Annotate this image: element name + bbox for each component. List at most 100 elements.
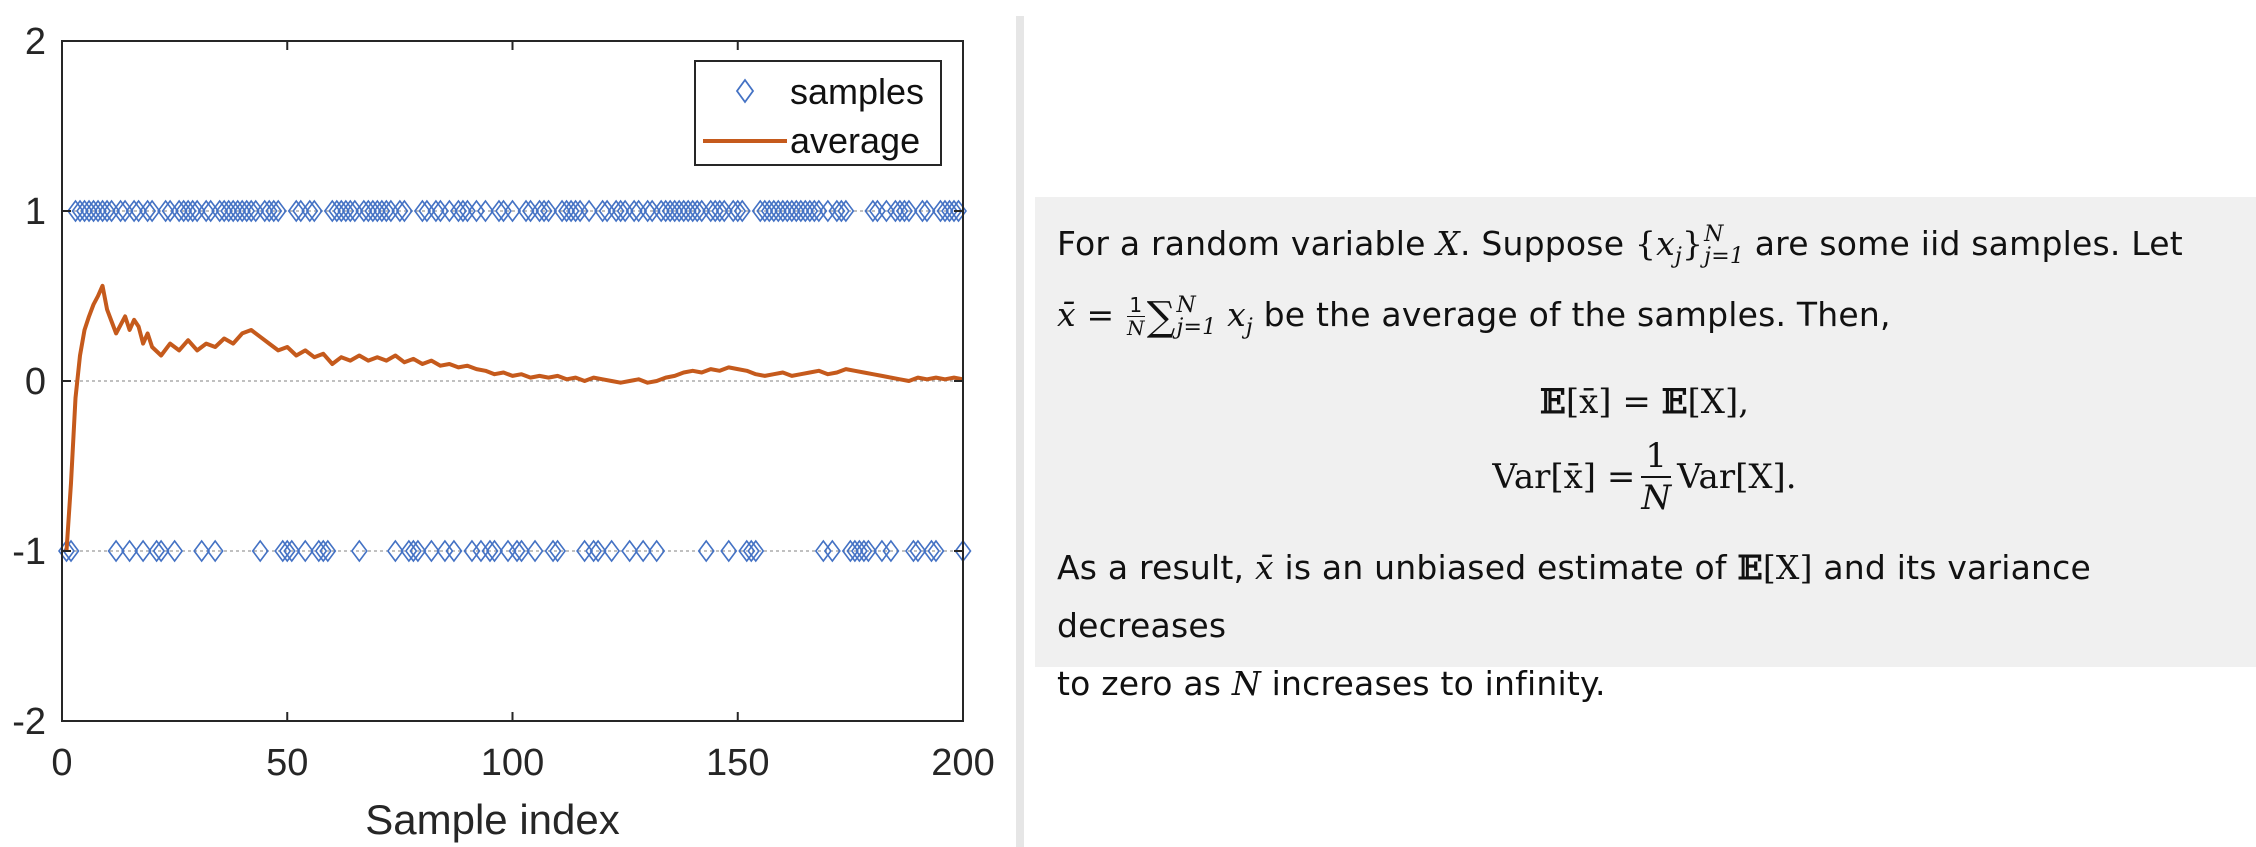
text-fragment: . Suppose [1459, 224, 1625, 263]
sample-point [134, 539, 152, 563]
paragraph-3: As a result, x̄ is an unbiased estimate … [1057, 539, 2232, 655]
sample-point [747, 539, 765, 563]
sample-point [152, 539, 170, 563]
sample-point [625, 199, 643, 223]
sample-point [504, 199, 521, 223]
sample-point [612, 199, 630, 223]
sample-point [305, 199, 323, 223]
math-x: x [1227, 295, 1246, 334]
sample-point [823, 539, 841, 563]
sample-point [648, 539, 666, 563]
legend-marker-samples [735, 78, 755, 104]
sample-point [193, 539, 211, 563]
sample-point [544, 539, 562, 563]
sample-point [269, 199, 287, 223]
sample-point [139, 199, 157, 223]
sample-point [837, 199, 855, 223]
text-fragment: For a random variable [1057, 224, 1426, 263]
sample-point [98, 199, 116, 223]
x-tick-label: 150 [706, 742, 769, 784]
math-sub-j: j [1674, 244, 1682, 269]
sample-point [445, 539, 463, 563]
sample-point [526, 539, 544, 563]
equation-expectation: 𝔼[x̄] = 𝔼[X], [1057, 377, 2232, 427]
math-x: x [1656, 224, 1675, 263]
sample-point [287, 199, 305, 223]
math-fragment: [X], [1687, 382, 1750, 422]
sample-point [729, 199, 747, 223]
x-axis-label: Sample index [365, 796, 619, 843]
math-E: 𝔼 [1737, 548, 1763, 587]
sample-point [517, 199, 535, 223]
legend-box [694, 60, 942, 166]
x-tick-label: 100 [481, 742, 544, 784]
text-fragment: increases to infinity. [1271, 664, 1606, 703]
sample-point [404, 539, 422, 563]
math-fragment: [X] [1762, 548, 1813, 587]
sample-point [711, 199, 729, 223]
math-fragment: [x̄] = [1565, 382, 1662, 422]
sample-point [242, 199, 260, 223]
chart: 0 50 100 150 200 -2 -1 0 1 2 Sample index samples av… [12, 21, 995, 843]
sample-point [621, 539, 639, 563]
math-sup-N: N [1176, 292, 1196, 318]
sample-point [296, 539, 314, 563]
sample-point [413, 199, 431, 223]
sample-point [594, 199, 612, 223]
legend-label-samples: samples [790, 71, 924, 112]
sample-point [422, 539, 440, 563]
sum-symbol: ∑ [1146, 294, 1176, 340]
text-fragment: is an unbiased estimate of [1284, 548, 1727, 587]
math-E: 𝔼 [1661, 382, 1688, 422]
y-tick-label: -2 [12, 701, 46, 743]
sample-point [427, 199, 445, 223]
text-fragment: As a result, [1057, 548, 1245, 587]
sample-point [454, 199, 472, 223]
math-sub-j1: j=1 [1704, 243, 1745, 269]
sample-point [697, 539, 715, 563]
sample-point [913, 199, 931, 223]
sample-point [580, 199, 598, 223]
sample-point [143, 199, 161, 223]
sample-point [350, 539, 368, 563]
sample-point [513, 539, 531, 563]
sample-point [283, 539, 301, 563]
math-xbar: x̄ [1254, 548, 1274, 587]
sample-point [125, 199, 143, 223]
sample-point [391, 199, 409, 223]
y-tick-label: 0 [25, 361, 46, 403]
fraction-denominator: N [1641, 478, 1672, 518]
fraction-numerator: 1 [1641, 436, 1672, 478]
math-brace: { [1634, 224, 1657, 263]
sample-point [895, 199, 913, 223]
sample-point [864, 199, 882, 223]
math-fragment: Var[x̄] = [1492, 457, 1636, 497]
x-tick-label: 200 [931, 742, 994, 784]
text-fragment: are some iid samples. Let [1754, 224, 2183, 263]
text-fragment: be the average of the samples. Then, [1263, 295, 1891, 334]
paragraph-4: to zero as N increases to infinity. [1057, 655, 2232, 713]
sample-point [148, 539, 166, 563]
sample-point [197, 199, 215, 223]
sample-point [918, 199, 936, 223]
chart-panel: 0 50 100 150 200 -2 -1 0 1 2 Sample index samples av… [0, 0, 1010, 847]
sample-point [535, 199, 553, 223]
sample-point [157, 199, 175, 223]
sample-point [832, 199, 850, 223]
sample-point [639, 199, 657, 223]
sample-point [481, 539, 499, 563]
math-sub-j1: j=1 [1176, 314, 1217, 340]
sample-point [855, 539, 873, 563]
x-tick-label: 50 [266, 742, 308, 784]
legend-label-average: average [790, 120, 920, 161]
x-tick-label: 0 [51, 742, 72, 784]
math-eq: = [1075, 295, 1126, 334]
text-fragment: and its variance decreases [1057, 548, 2091, 645]
sample-point [567, 199, 585, 223]
panel-divider [1016, 16, 1024, 847]
sample-point [540, 199, 558, 223]
